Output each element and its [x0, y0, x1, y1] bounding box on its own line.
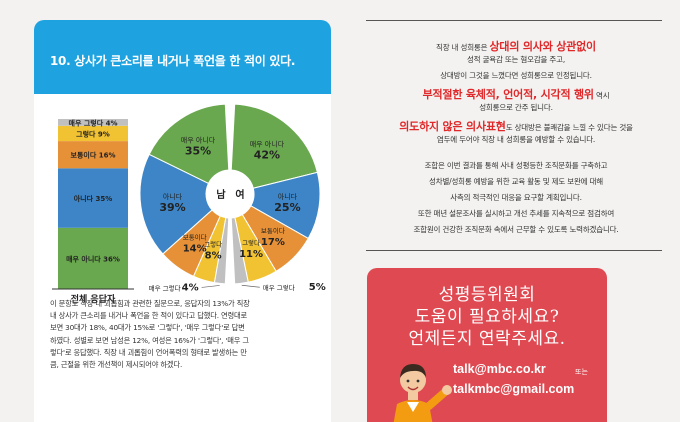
pie-slice-pct: 17% — [261, 237, 285, 248]
question-title: 10. 상사가 큰소리를 내거나 폭언을 한 적이 있다. — [50, 54, 296, 68]
pie-slice-pct: 25% — [274, 201, 300, 214]
pie-slice-pct: 42% — [254, 148, 280, 161]
pie-slice-female — [230, 216, 249, 285]
notice-line: 직장 내 성희롱은 상대의 의사와 상관없이 — [352, 38, 680, 54]
top-divider — [366, 20, 662, 21]
pie-slice-male — [213, 217, 230, 285]
notice-line: 성적 굴욕감 또는 혐오감을 주고, — [352, 54, 680, 65]
bar-segment-label: 그렇다 9% — [76, 129, 110, 138]
notice-highlight: 상대의 의사와 상관없이 — [489, 40, 596, 53]
pie-center — [207, 171, 253, 217]
pie-slice-pct: 35% — [185, 145, 211, 158]
pie-slice-name: 아니다 — [278, 192, 298, 201]
notice-text-span: 직장 내 성희롱은 — [436, 43, 490, 52]
notice-line: 사측의 적극적인 대응을 요구할 계획입니다. — [352, 192, 680, 203]
survey-description: 이 문항도 직장 내 괴롭힘과 관련한 질문으로, 응답자의 13%가 직장 내… — [50, 298, 320, 371]
notice-text-span: 성희롱으로 간주 됩니다. — [479, 103, 553, 112]
bar-segment — [58, 119, 128, 126]
description-line: 이 문항도 직장 내 괴롭힘과 관련한 질문으로, 응답자의 13%가 직장 — [50, 299, 250, 308]
notice-text-span: 또한 매년 설문조사를 실시하고 개선 추세를 지속적으로 점검하여 — [417, 209, 615, 218]
pie-slice-name: 아니다 — [163, 192, 183, 201]
bar-segment — [58, 168, 128, 228]
contact-box: 성평등위원회 도움이 필요하세요? 언제든지 연락주세요. talk@mbc.c… — [367, 268, 607, 422]
description-line: 내 상사가 큰소리를 내거나 폭언을 한 적이 있다고 답했다. 연령대로 — [50, 311, 248, 321]
email-primary[interactable]: talk@mbc.co.kr — [453, 362, 546, 376]
notice-line: 상대방이 그것을 느꼈다면 성희롱으로 인정됩니다. — [352, 70, 680, 81]
pie-leader-line — [241, 284, 260, 288]
survey-panel: 10. 상사가 큰소리를 내거나 폭언을 한 적이 있다. 매우 아니다 36%… — [34, 20, 331, 422]
committee-name: 성평등위원회 — [438, 285, 536, 305]
pie-center-label-male: 남 — [216, 188, 226, 201]
pie-leader-line — [201, 285, 220, 288]
notice-line: 의도하지 않은 의사표현도 상대방은 불쾌감을 느낄 수 있다는 것을 — [352, 118, 680, 134]
pie-slice-female — [230, 103, 318, 189]
contact-prompt: 언제든지 연락주세요. — [408, 329, 566, 349]
pie-slice-name: 그렇다 — [204, 239, 222, 248]
email-secondary[interactable]: talkmbc@gmail.com — [453, 382, 575, 396]
notice-text-span: 성차별/성희롱 예방을 위한 교육 활동 및 제도 보완에 대해 — [429, 177, 603, 186]
bar-segment — [58, 227, 128, 289]
pie-slice-name: 보통이다 — [261, 226, 285, 235]
pie-slice-name: 그렇다 — [242, 238, 260, 247]
pie-slice-male — [139, 153, 213, 255]
pie-slice-pct: 5% — [309, 282, 326, 293]
notice-text-span: 상대방이 그것을 느꼈다면 성희롱으로 인정됩니다. — [440, 71, 592, 80]
bar-axis-label: 전체 응답자 — [71, 293, 116, 304]
notice-text-span: 성적 굴욕감 또는 혐오감을 주고, — [466, 55, 566, 64]
notice-line: 성희롱으로 간주 됩니다. — [352, 102, 680, 113]
notice-line: 조합은 이번 결과를 통해 사내 성평등한 조직문화를 구축하고 — [352, 160, 680, 171]
notice-text-span: 역시 — [593, 91, 610, 100]
notice-text-span: 사측의 적극적인 대응을 요구할 계획입니다. — [450, 193, 582, 202]
notice-line: 부적절한 육체적, 언어적, 시각적 행위 역시 — [352, 86, 680, 102]
pie-slice-pct: 4% — [182, 282, 199, 293]
notice-line: 성차별/성희롱 예방을 위한 교육 활동 및 제도 보완에 대해 — [352, 176, 680, 187]
help-question: 도움이 필요하세요? — [414, 307, 560, 327]
pie-slice-pct: 8% — [205, 250, 222, 261]
survey-chart: 매우 아니다 36% 아니다 35% 보통이다 16% 그렇다 9% 매우 그렇다 4%… — [52, 103, 326, 304]
notice-line: 또한 매년 설문조사를 실시하고 개선 추세를 지속적으로 점검하여 — [352, 208, 680, 219]
notice-text-span: 도 상대방은 불쾌감을 느낄 수 있다는 것을 — [505, 123, 633, 132]
notice-line: 염두에 두어야 직장 내 성희롱을 예방할 수 있습니다. — [352, 134, 680, 145]
notice-line: 조합원이 건강한 조직문화 속에서 근무할 수 있도록 노력하겠습니다. — [352, 224, 680, 235]
description-line: 큼, 근절을 위한 개선책이 제시되어야 하겠다. — [50, 360, 183, 370]
bar-segment — [58, 141, 128, 169]
person-pointing-illustration — [393, 364, 452, 422]
bar-segment-label: 보통이다 16% — [71, 151, 116, 160]
pie-slice-name: 매우 그렇다 — [263, 283, 295, 292]
bar-segment-label: 매우 아니다 36% — [66, 254, 120, 263]
pie-slice-name: 보통이다 — [183, 233, 207, 242]
notice-highlight: 부적절한 육체적, 언어적, 시각적 행위 — [422, 88, 594, 101]
question-header: 10. 상사가 큰소리를 내거나 폭언을 한 적이 있다. — [34, 20, 331, 94]
notice-text-span: 조합원이 건강한 조직문화 속에서 근무할 수 있도록 노력하겠습니다. — [413, 225, 619, 234]
pie-slice-pct: 11% — [239, 249, 263, 260]
notice-text-span: 조합은 이번 결과를 통해 사내 성평등한 조직문화를 구축하고 — [424, 161, 608, 170]
pie-slice-pct: 14% — [183, 244, 207, 255]
pie-slice-name: 매우 아니다 — [181, 136, 216, 145]
bar-segment — [58, 125, 128, 142]
email-separator: 또는 — [575, 368, 588, 376]
bar-segment-label: 아니다 35% — [74, 194, 113, 203]
description-line: 렇다'로 응답했다. 직장 내 괴롭힘이 언어폭력의 형태로 발생하는 만 — [50, 347, 247, 357]
description-line: 보면 30대가 18%, 40대가 15%로 '그렇다', '매우 그렇다'로 … — [50, 323, 245, 333]
pie-slice-name: 매우 그렇다 — [149, 283, 181, 292]
pie-slice-male — [162, 209, 221, 277]
bar-segment-label: 매우 그렇다 4% — [69, 118, 118, 127]
notice-highlight: 의도하지 않은 의사표현 — [399, 120, 506, 133]
notice-section: 직장 내 성희롱은 상대의 의사와 상관없이 성적 굴욕감 또는 혐오감을 주고,… — [352, 0, 680, 260]
pie-center-label-female: 여 — [235, 188, 244, 201]
notice-text-span: 염두에 두어야 직장 내 성희롱을 예방할 수 있습니다. — [436, 135, 596, 144]
pie-slice-pct: 39% — [159, 201, 185, 214]
bottom-divider — [366, 250, 662, 251]
description-line: 하였다. 성별로 보면 남성은 12%, 여성은 16%가 '그렇다', '매우… — [50, 335, 249, 345]
pie-slice-name: 매우 아니다 — [250, 139, 285, 148]
